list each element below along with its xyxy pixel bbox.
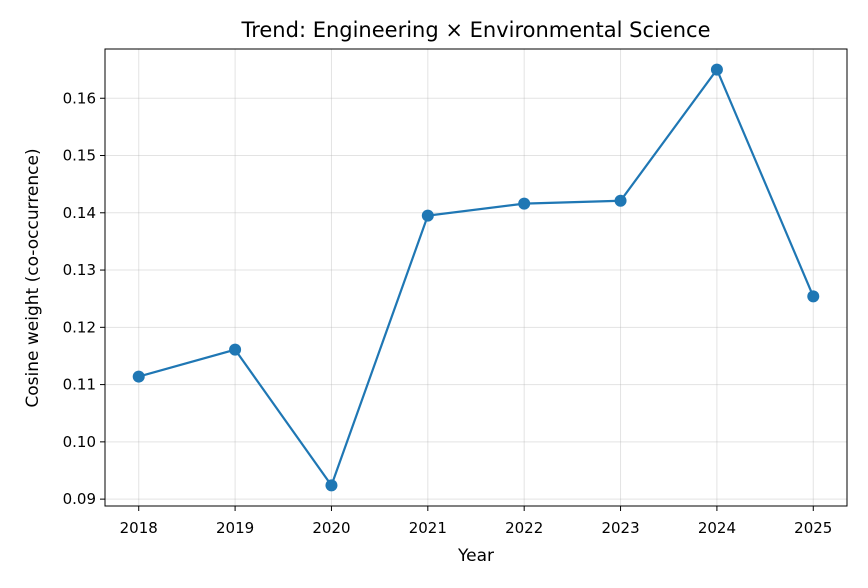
- y-tick-label: 0.12: [63, 318, 96, 336]
- y-tick-label: 0.14: [63, 204, 96, 222]
- x-tick-label: 2021: [409, 519, 447, 537]
- y-tick-label: 0.11: [63, 376, 96, 394]
- data-point: [421, 209, 434, 222]
- data-point: [132, 370, 145, 383]
- y-tick-label: 0.09: [63, 490, 96, 508]
- x-tick-label: 2020: [312, 519, 350, 537]
- y-tick-label: 0.13: [63, 261, 96, 279]
- y-tick-label: 0.10: [63, 433, 96, 451]
- x-tick-label: 2018: [120, 519, 158, 537]
- y-tick-label: 0.15: [63, 147, 96, 165]
- series-line: [138, 67, 815, 488]
- y-tick-label: 0.16: [63, 89, 96, 107]
- grid: [105, 49, 847, 506]
- y-axis-label: Cosine weight (co-occurrence): [23, 148, 43, 407]
- data-point: [518, 197, 531, 210]
- x-tick-label: 2019: [216, 519, 254, 537]
- data-point: [325, 479, 338, 492]
- x-axis-label: Year: [457, 546, 494, 566]
- x-tick-label: 2022: [505, 519, 543, 537]
- data-point: [229, 343, 242, 356]
- x-tick-label: 2025: [794, 519, 832, 537]
- plot-frame: [104, 48, 848, 507]
- axes: 2018 2019 2020 2021 2022 2023 2024 2025 0.09 0.10…: [63, 48, 848, 537]
- data-point: [807, 290, 820, 303]
- x-tick-label: 2023: [601, 519, 639, 537]
- series-layer: [132, 63, 820, 492]
- chart-title: Trend: Engineering × Environmental Scien…: [240, 18, 710, 42]
- x-tick-label: 2024: [698, 519, 736, 537]
- data-point: [710, 63, 723, 76]
- data-point: [614, 194, 627, 207]
